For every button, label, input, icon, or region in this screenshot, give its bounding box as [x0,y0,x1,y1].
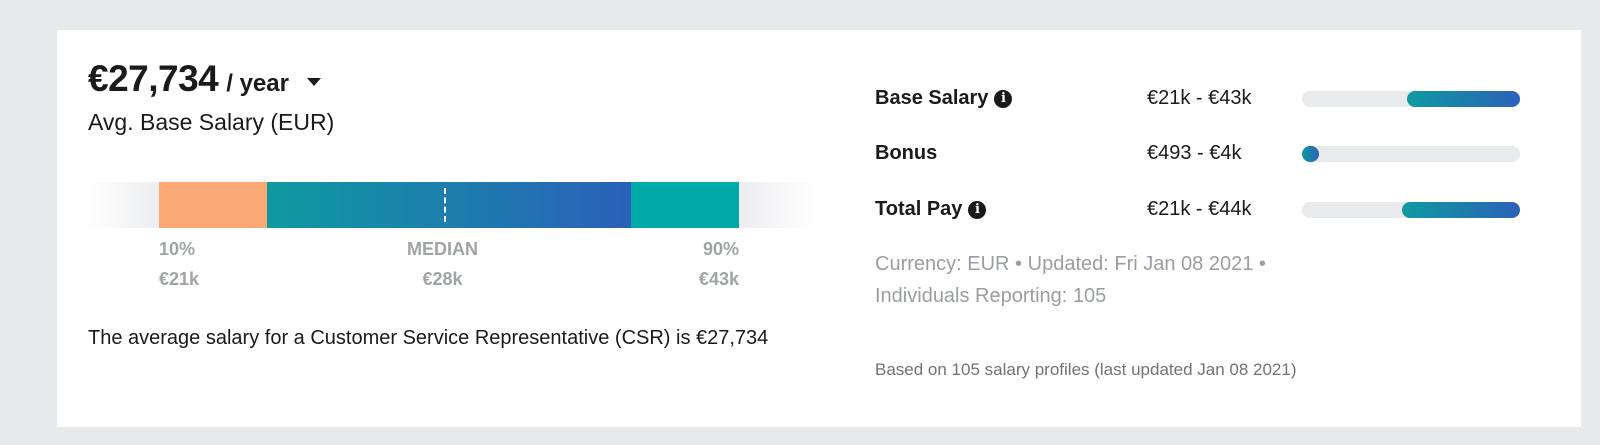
p90-segment [631,182,739,228]
meta-separator: • [1258,253,1266,275]
p90-label: 90% [702,239,739,259]
pay-row-bonus: Bonus €493 - €4k [875,134,1525,174]
period-dropdown-icon[interactable] [306,78,321,86]
pay-row-base-salary: Base Salary i €21k - €43k [875,79,1525,119]
report-metadata: Currency: EUR • Updated: Fri Jan 08 2021… [875,248,1345,312]
pay-label-total-pay: Total Pay [875,198,963,220]
range-track-base-salary [1302,91,1520,107]
median-marker [444,188,446,222]
median-label: MEDIAN [407,239,478,259]
range-track-total-pay [1302,202,1520,218]
salary-distribution-bar [88,182,814,228]
meta-separator: • [1015,253,1023,275]
range-fill-bonus [1302,146,1319,162]
pay-range-total-pay: €21k - €44k [1147,198,1252,220]
range-fill-base-salary [1407,91,1520,107]
salary-card: €27,734 / year Avg. Base Salary (EUR) 10… [57,30,1581,427]
pay-label-bonus: Bonus [875,142,938,164]
salary-headline: €27,734 / year [88,58,321,100]
p90-value: €43k [698,269,739,289]
pay-range-bonus: €493 - €4k [1147,142,1242,164]
currency-text: Currency: EUR [875,253,1010,275]
range-track-bonus [1302,146,1520,162]
range-fill-total-pay [1402,202,1520,218]
pay-row-total-pay: Total Pay i €21k - €44k [875,190,1525,230]
salary-amount: €27,734 [88,58,219,99]
pay-range-base-salary: €21k - €43k [1147,87,1252,109]
p10-label: 10% [159,239,196,259]
p10-value: €21k [159,269,200,289]
updated-text: Updated: Fri Jan 08 2021 [1027,253,1254,275]
salary-summary: The average salary for a Customer Servic… [88,327,769,349]
middle-segment [267,182,631,228]
profiles-footnote: Based on 105 salary profiles (last updat… [875,360,1297,379]
median-value: €28k [422,269,463,289]
info-icon[interactable]: i [994,89,1013,108]
info-icon[interactable]: i [968,200,987,219]
pay-label-base-salary: Base Salary [875,87,989,109]
individuals-text: Individuals Reporting: 105 [875,285,1107,307]
salary-period: / year [226,70,289,97]
salary-caption: Avg. Base Salary (EUR) [88,109,335,135]
p10-segment [159,182,267,228]
